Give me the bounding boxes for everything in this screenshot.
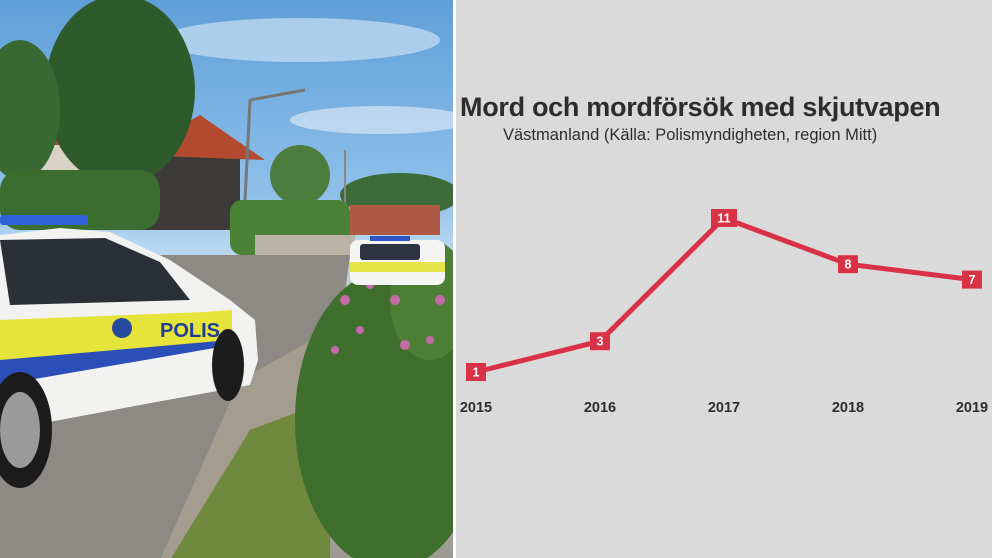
x-tick-label: 2017 — [708, 400, 740, 416]
data-label: 11 — [717, 212, 730, 226]
x-tick-label: 2016 — [584, 400, 616, 416]
data-point-marker — [962, 270, 982, 289]
chart-subtitle: Västmanland (Källa: Polismyndigheten, re… — [503, 126, 878, 144]
data-point-marker — [590, 332, 610, 351]
police-car-photo: POLIS — [0, 0, 453, 558]
street-scene-illustration: POLIS — [0, 0, 453, 558]
x-tick-label: 2018 — [832, 400, 864, 416]
svg-text:POLIS: POLIS — [160, 320, 220, 342]
data-point-marker — [711, 209, 737, 227]
x-tick-label: 2015 — [460, 400, 492, 416]
data-label: 8 — [845, 258, 852, 272]
data-label: 3 — [597, 335, 604, 349]
panel-divider — [453, 0, 456, 558]
data-point-marker — [838, 255, 858, 274]
chart-panel: Mord och mordförsök med skjutvapen Västm… — [456, 0, 992, 558]
data-point-marker — [466, 363, 486, 381]
line-chart: 1 2015 3 2016 11 2017 8 2018 7 2019 — [460, 209, 988, 416]
data-label: 1 — [473, 366, 480, 380]
data-label: 7 — [969, 273, 976, 287]
series-line — [475, 215, 973, 375]
chart-title: Mord och mordförsök med skjutvapen — [460, 92, 941, 122]
x-tick-label: 2019 — [956, 400, 988, 416]
